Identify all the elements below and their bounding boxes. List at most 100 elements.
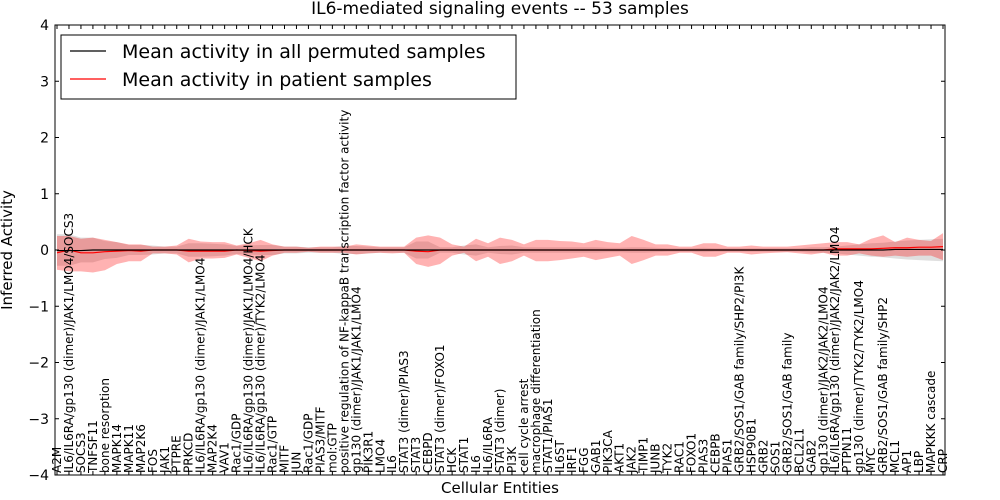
category-label: PTPN11	[840, 427, 854, 473]
y-axis: −4 −3 −2 −1 0 1 2 3 4	[28, 18, 945, 484]
x-axis	[56, 25, 944, 475]
category-label: CEBPB	[709, 433, 723, 473]
category-label: gp130 (dimer)/JAK2/JAK2/LMO4	[816, 286, 830, 473]
category-label: Rac1/GTP	[266, 416, 280, 473]
category-label: STAT3	[409, 437, 423, 473]
category-label: IL6ST	[553, 440, 567, 473]
category-label: MAP2K6	[134, 424, 148, 473]
category-label: CEBPD	[421, 432, 435, 473]
category-label: PI3K	[505, 446, 519, 473]
category-label: PIAS1	[720, 439, 734, 473]
category-label: BCL2L1	[792, 428, 806, 473]
category-label: STAT3 (dimer)	[493, 389, 507, 473]
category-label: PTPRE	[170, 435, 184, 473]
category-label: STAT1	[457, 437, 471, 473]
category-label: cell cycle arrest	[517, 378, 531, 473]
y-tick-label: 3	[40, 74, 49, 90]
category-label: mol:GTP	[325, 423, 339, 473]
category-label: MAP2K4	[206, 424, 220, 473]
line-series-0	[57, 248, 943, 252]
category-label: PIAS3/MITF	[313, 406, 327, 473]
category-label: Rac1/GDP	[230, 414, 244, 473]
y-tick-label: −2	[28, 356, 49, 372]
category-label: GRB2	[756, 439, 770, 473]
y-tick-label: 2	[40, 131, 49, 147]
category-label: FGG	[577, 448, 591, 474]
category-label: JUNB	[649, 443, 663, 474]
category-label: AKT1	[613, 443, 627, 473]
y-tick-label: −3	[28, 412, 49, 428]
category-label: IL6/IL6RA	[481, 416, 495, 473]
x-axis-title: Cellular Entities	[441, 479, 559, 497]
category-label: PIK3CA	[601, 429, 615, 473]
category-label: HCK	[445, 447, 459, 473]
category-label: GRB2/SOS1/GAB family	[780, 333, 794, 474]
category-label: FOXO1	[685, 433, 699, 473]
category-label: PIAS3	[697, 439, 711, 473]
category-label: GRB2/SOS1/GAB family/SHP2	[876, 297, 890, 473]
legend: Mean activity in all permuted samples Me…	[60, 34, 517, 100]
category-label: IL6/IL6RA/gp130 (dimer)/JAK1/LMO4/HCK	[242, 227, 256, 473]
category-label: IRF1	[565, 447, 579, 473]
category-label: JAK1	[158, 446, 172, 474]
chart-title: IL6-mediated signaling events -- 53 samp…	[311, 0, 689, 19]
category-label: GRB2/SOS1/GAB family/SHP2/PI3K	[732, 265, 746, 473]
category-label: GAB2	[804, 440, 818, 473]
category-label: STAT3 (dimer)/FOXO1	[433, 344, 447, 473]
category-label: IL6	[469, 455, 483, 473]
category-label: AP1	[900, 450, 914, 473]
y-tick-label: −1	[28, 299, 49, 315]
category-label: HSP90B1	[744, 418, 758, 473]
category-label: IL6/IL6RA/gp130 (dimer)/JAK2/JAK2/LMO4	[828, 227, 842, 473]
y-tick-label: −4	[28, 468, 49, 484]
category-label: IL6/IL6RA/gp130 (dimer)/TYK2/LMO4	[254, 254, 268, 473]
category-label: GAB1	[589, 440, 603, 473]
category-label: Rac1/GDP	[301, 414, 315, 473]
category-label: gp130 (dimer)/JAK1/JAK1/LMO4	[349, 286, 363, 473]
category-label: LMO4	[373, 439, 387, 473]
category-label: PIK3R1	[361, 431, 375, 473]
category-label: PRKCD	[182, 433, 196, 473]
legend-label-permuted: Mean activity in all permuted samples	[122, 41, 485, 63]
category-label: JAK2	[625, 446, 639, 474]
category-label: SOS1	[768, 441, 782, 473]
y-tick-label: 1	[40, 187, 49, 203]
category-label: TIMP1	[637, 437, 651, 474]
bands-layer	[57, 233, 943, 273]
category-label: MCL1	[888, 440, 902, 473]
y-axis-title: Inferred Activity	[0, 190, 16, 310]
category-label: MAPK14	[110, 424, 124, 473]
category-label: RAC1	[673, 441, 687, 473]
category-label: TNFSF11	[86, 420, 100, 474]
category-label: MITF	[277, 445, 291, 473]
y-tick-label: 4	[40, 18, 49, 34]
category-label: MAPKKK cascade	[924, 371, 938, 473]
lines-layer	[56, 246, 944, 254]
category-label: STAT3 (dimer)/PIAS3	[397, 350, 411, 473]
category-label: SOCS3	[74, 432, 88, 473]
category-label: STAT1/PIAS1	[541, 398, 555, 473]
category-label: TYK2	[661, 443, 675, 474]
category-label: A2M	[50, 447, 64, 473]
category-label: positive regulation of NF-kappaB transcr…	[337, 110, 351, 473]
category-label: IL6/IL6RA/gp130 (dimer)/JAK1/LMO4/SOCS3	[62, 213, 76, 473]
legend-box	[60, 34, 517, 100]
category-label: LBP	[912, 451, 926, 473]
band-series-1	[57, 233, 943, 273]
legend-label-patient: Mean activity in patient samples	[122, 69, 432, 91]
category-label: IL6	[385, 455, 399, 473]
category-label: VAV1	[218, 442, 232, 473]
category-label: IL6/IL6RA/gp130 (dimer)/JAK1/LMO4	[194, 258, 208, 473]
category-label: bone resorption	[98, 378, 112, 473]
category-label: MAPK11	[122, 424, 136, 473]
category-label: JUN	[289, 452, 303, 474]
category-label: FOS	[146, 449, 160, 473]
category-label: MYC	[864, 448, 878, 473]
category-label: CRP	[936, 449, 950, 473]
plot-frame	[54, 24, 946, 476]
category-label: macrophage differentiation	[529, 309, 543, 473]
category-label: gp130 (dimer)/TYK2/TYK2/LMO4	[852, 280, 866, 473]
